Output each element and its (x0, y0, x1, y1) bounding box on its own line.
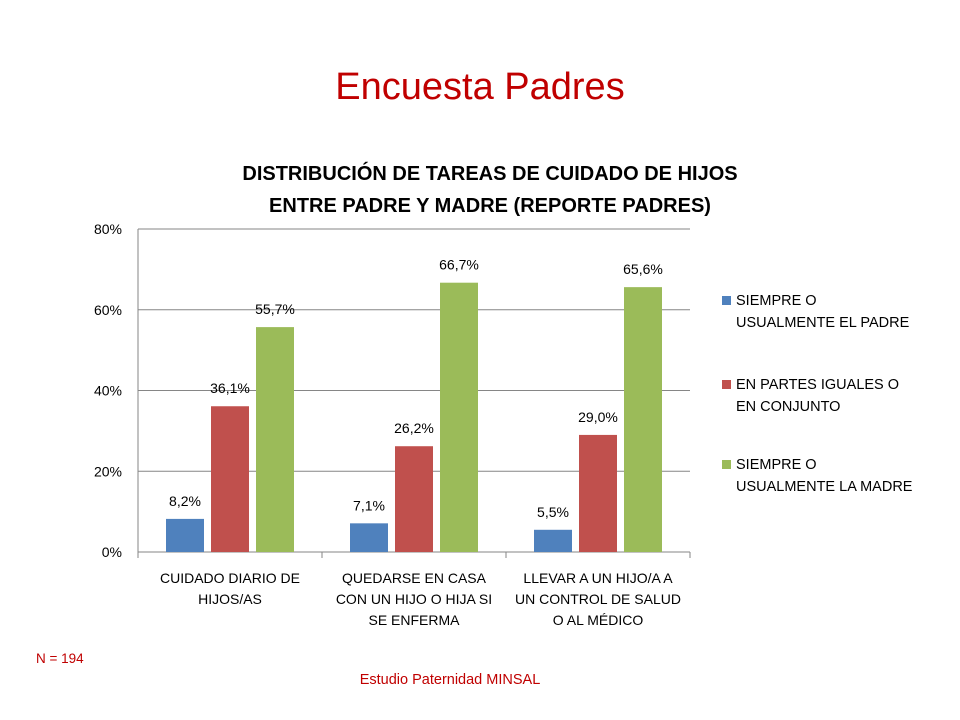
legend-label-padre: SIEMPRE O USUALMENTE EL PADRE (736, 290, 946, 334)
bar (395, 446, 433, 552)
chart-title-line-2: ENTRE PADRE Y MADRE (REPORTE PADRES) (269, 195, 711, 217)
data-label: 66,7% (439, 257, 479, 273)
data-label: 55,7% (255, 301, 295, 317)
data-label: 29,0% (578, 409, 618, 425)
bar (440, 282, 478, 552)
legend-label-madre-line-2: USUALMENTE LA MADRE (736, 479, 913, 495)
y-tick-label: 0% (102, 544, 122, 560)
legend-label-iguales-line-2: EN CONJUNTO (736, 399, 841, 415)
legend-label-madre-line-1: SIEMPRE O (736, 457, 817, 473)
category-label: QUEDARSE EN CASA (342, 570, 487, 586)
chart-title: DISTRIBUCIÓN DE TAREAS DE CUIDADO DE HIJ… (130, 158, 850, 222)
y-tick-label: 20% (94, 463, 122, 479)
legend-label-iguales-line-1: EN PARTES IGUALES O (736, 377, 900, 393)
bar (534, 529, 572, 552)
y-tick-label: 40% (94, 383, 122, 399)
bar (624, 287, 662, 552)
legend-swatch-madre (722, 460, 731, 469)
y-tick-label: 60% (94, 302, 122, 318)
category-label: LLEVAR A UN HIJO/A A (523, 570, 673, 586)
category-label: HIJOS/AS (198, 591, 262, 607)
legend-label-madre: SIEMPRE O USUALMENTE LA MADRE (736, 454, 946, 498)
legend-swatch-iguales (722, 380, 731, 389)
legend-label-padre-line-1: SIEMPRE O (736, 293, 817, 309)
bar (166, 518, 204, 552)
data-label: 7,1% (353, 497, 385, 513)
category-label: UN CONTROL DE SALUD (515, 591, 681, 607)
data-label: 8,2% (169, 493, 201, 509)
bar (579, 434, 617, 552)
legend-swatch-padre (722, 296, 731, 305)
category-label: CON UN HIJO O HIJA SI (336, 591, 492, 607)
category-label: CUIDADO DIARIO DE (160, 570, 300, 586)
bar (256, 327, 294, 552)
data-label: 36,1% (210, 380, 250, 396)
source-note: Estudio Paternidad MINSAL (359, 672, 541, 688)
bar (350, 523, 388, 552)
slide-title: Encuesta Padres (335, 66, 625, 108)
chart-title-line-1: DISTRIBUCIÓN DE TAREAS DE CUIDADO DE HIJ… (242, 163, 738, 185)
category-label: SE ENFERMA (368, 612, 460, 628)
y-tick-label: 80% (94, 221, 122, 237)
sample-size-note: N = 194 (36, 651, 84, 666)
bar (211, 406, 249, 552)
data-label: 65,6% (623, 261, 663, 277)
legend-label-iguales: EN PARTES IGUALES O EN CONJUNTO (736, 374, 946, 418)
data-label: 5,5% (537, 504, 569, 520)
legend-label-padre-line-2: USUALMENTE EL PADRE (736, 315, 910, 331)
category-label: O AL MÉDICO (553, 612, 644, 628)
data-label: 26,2% (394, 420, 434, 436)
